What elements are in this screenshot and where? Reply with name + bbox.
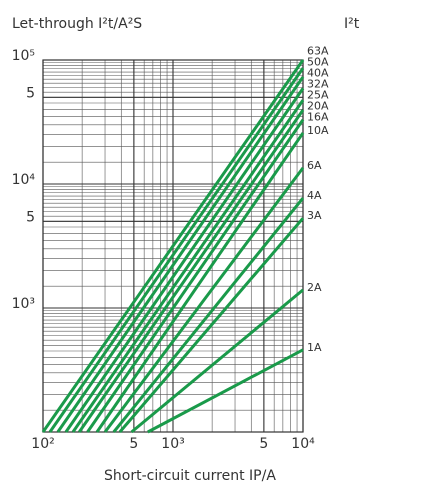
x-tick-label: 10⁴ <box>291 436 315 452</box>
series-line <box>130 288 304 434</box>
x-tick-label: 10² <box>31 436 54 452</box>
y-tick-label: 10³ <box>12 296 35 312</box>
x-tick-label: 10³ <box>161 436 184 452</box>
series-label: 40A <box>307 67 329 80</box>
y-tick-label: 5 <box>26 85 35 101</box>
series-line <box>118 217 305 433</box>
y-tick-label: 10⁴ <box>12 172 36 188</box>
series-line <box>41 59 305 433</box>
series-label: 25A <box>307 89 329 102</box>
corner-label: I²t <box>344 16 360 32</box>
y-tick-label: 5 <box>26 209 35 225</box>
chart-title: Let-through I²t/A²S <box>12 16 142 32</box>
series-label: 2A <box>307 281 322 294</box>
series-label: 20A <box>307 100 329 113</box>
series-line <box>86 118 305 433</box>
series-line <box>78 109 305 433</box>
series-line <box>103 166 305 433</box>
y-tick-label: 10⁵ <box>12 48 35 64</box>
series-line <box>147 348 304 434</box>
series-label: 63A <box>307 45 329 58</box>
x-tick-label: 5 <box>129 436 138 452</box>
series-line <box>64 87 305 433</box>
series-label: 3A <box>307 209 322 222</box>
series-label: 1A <box>307 341 322 354</box>
series-label: 10A <box>307 124 329 137</box>
series-label: 32A <box>307 78 329 91</box>
series-line <box>112 197 305 433</box>
series-line <box>56 76 305 433</box>
series-label: 4A <box>307 189 322 202</box>
series-label: 6A <box>307 159 322 172</box>
series-label: 16A <box>307 111 329 124</box>
x-axis-label: Short-circuit current IP/A <box>104 468 276 484</box>
series-line <box>95 132 305 433</box>
series-label: 50A <box>307 56 329 69</box>
series-line <box>71 99 305 433</box>
x-tick-label: 5 <box>259 436 268 452</box>
series-line <box>48 67 305 433</box>
